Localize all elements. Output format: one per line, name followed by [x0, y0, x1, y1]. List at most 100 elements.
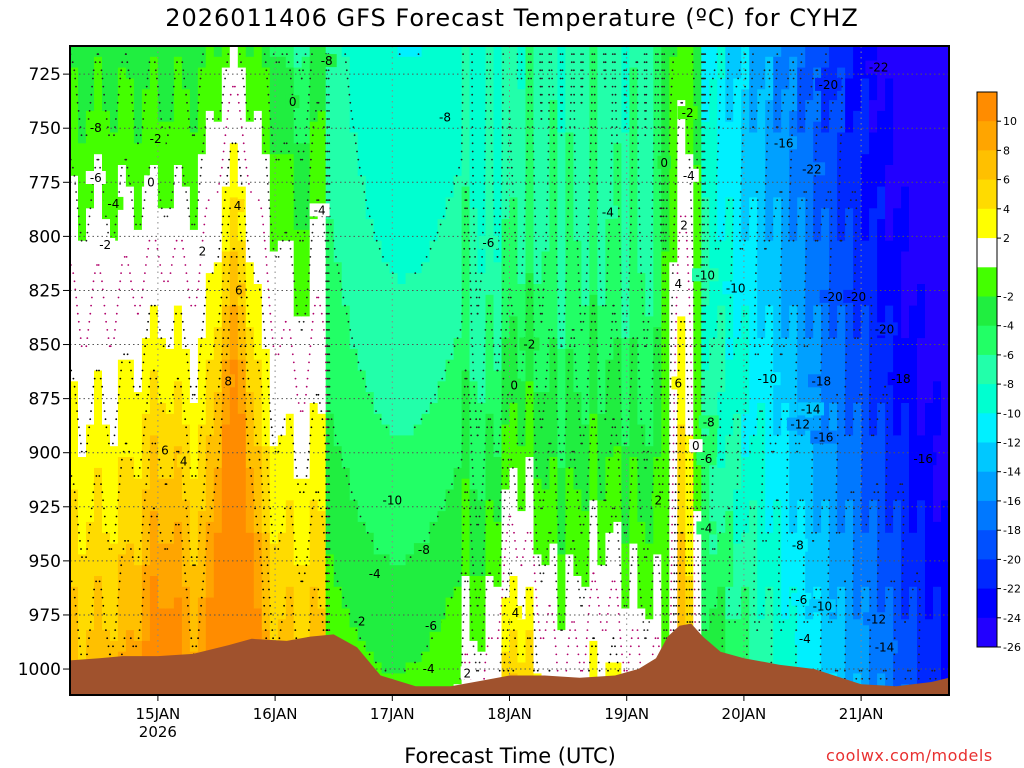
heat-cell	[269, 251, 279, 447]
isotherm-point	[626, 426, 629, 429]
isotherm-point	[648, 434, 651, 437]
isotherm-point	[440, 507, 443, 510]
heat-cell	[94, 370, 103, 469]
isotherm-point	[719, 418, 722, 421]
isotherm-point	[673, 402, 676, 404]
isotherm-point	[643, 337, 646, 339]
isotherm-point	[650, 393, 653, 396]
isotherm-point	[703, 231, 706, 234]
isotherm-point	[99, 272, 102, 274]
heat-cell	[645, 446, 654, 545]
isotherm-point	[770, 604, 773, 607]
isotherm-point	[298, 69, 301, 72]
isotherm-point	[130, 93, 133, 96]
isotherm-point	[829, 264, 832, 266]
isotherm-point	[726, 101, 729, 104]
isotherm-point	[886, 450, 888, 453]
isotherm-point	[466, 207, 468, 210]
isotherm-point	[500, 174, 503, 177]
isotherm-point	[605, 491, 608, 494]
isotherm-point	[500, 183, 503, 185]
isotherm-point	[796, 320, 799, 323]
isotherm-point	[866, 580, 869, 583]
isotherm-point	[127, 264, 130, 266]
isotherm-point	[483, 353, 486, 356]
isotherm-point	[535, 458, 538, 461]
source-credit[interactable]: coolwx.com/models	[826, 746, 993, 765]
isotherm-point	[803, 337, 806, 339]
isotherm-point	[664, 280, 667, 283]
isotherm-point	[641, 613, 644, 615]
isotherm-point	[441, 377, 444, 380]
isotherm-point	[902, 548, 904, 550]
isotherm-point	[566, 393, 569, 396]
isotherm-point	[778, 320, 781, 323]
isotherm-point	[759, 345, 761, 348]
isotherm-point	[492, 345, 495, 348]
isotherm-point	[860, 467, 863, 469]
isotherm-point	[567, 174, 570, 177]
isotherm-point	[573, 69, 575, 72]
heat-cell	[597, 305, 606, 415]
isotherm-point	[719, 426, 722, 429]
heat-cell	[765, 240, 774, 307]
isotherm-point	[366, 207, 369, 210]
isotherm-point	[547, 166, 549, 169]
isotherm-point	[590, 320, 593, 323]
isotherm-point	[636, 458, 639, 461]
heat-cell	[925, 619, 934, 685]
isotherm-point	[717, 150, 719, 153]
isotherm-point	[414, 272, 417, 274]
isotherm-point	[533, 174, 535, 177]
isotherm-point	[264, 61, 267, 64]
isotherm-point	[701, 207, 704, 210]
isotherm-point	[823, 110, 826, 112]
heat-cell	[693, 511, 702, 695]
isotherm-point	[556, 264, 558, 266]
heat-cell	[365, 532, 375, 653]
isotherm-point	[114, 223, 117, 226]
isotherm-point	[697, 556, 699, 558]
isotherm-point	[409, 556, 412, 558]
isotherm-point	[631, 361, 633, 364]
heat-cell	[797, 435, 806, 501]
isotherm-point	[328, 110, 330, 112]
isotherm-point	[184, 85, 187, 88]
isotherm-point	[457, 580, 460, 583]
heat-cell	[629, 67, 638, 339]
isotherm-point	[361, 183, 364, 185]
isotherm-point	[728, 353, 731, 356]
isotherm-point	[701, 564, 704, 567]
isotherm-point	[641, 531, 644, 534]
heat-cell	[661, 46, 670, 253]
isotherm-point	[701, 53, 703, 55]
isotherm-point	[917, 677, 920, 680]
isotherm-point	[172, 85, 175, 88]
isotherm-point	[765, 540, 767, 542]
isotherm-point	[839, 142, 842, 145]
isotherm-point	[694, 361, 696, 364]
isotherm-point	[886, 426, 889, 429]
isotherm-point	[675, 312, 678, 315]
isotherm-point	[619, 491, 622, 494]
isotherm-point	[711, 345, 713, 348]
isotherm-point	[309, 77, 312, 80]
isotherm-point	[878, 410, 880, 412]
isotherm-point	[472, 475, 474, 477]
isotherm-point	[893, 507, 896, 510]
isotherm-point	[660, 393, 663, 396]
isotherm-point	[712, 450, 715, 453]
isotherm-point	[568, 467, 571, 469]
isotherm-point	[499, 215, 501, 218]
isotherm-point	[304, 223, 307, 226]
isotherm-point	[579, 312, 582, 315]
isotherm-point	[443, 613, 446, 615]
isotherm-point	[573, 77, 575, 80]
isotherm-point	[306, 110, 309, 112]
isotherm-point	[718, 118, 721, 120]
isotherm-point	[328, 142, 331, 145]
isotherm-point	[662, 223, 665, 226]
isotherm-point	[267, 288, 270, 291]
isotherm-point	[594, 110, 596, 112]
heat-cell	[565, 554, 574, 695]
